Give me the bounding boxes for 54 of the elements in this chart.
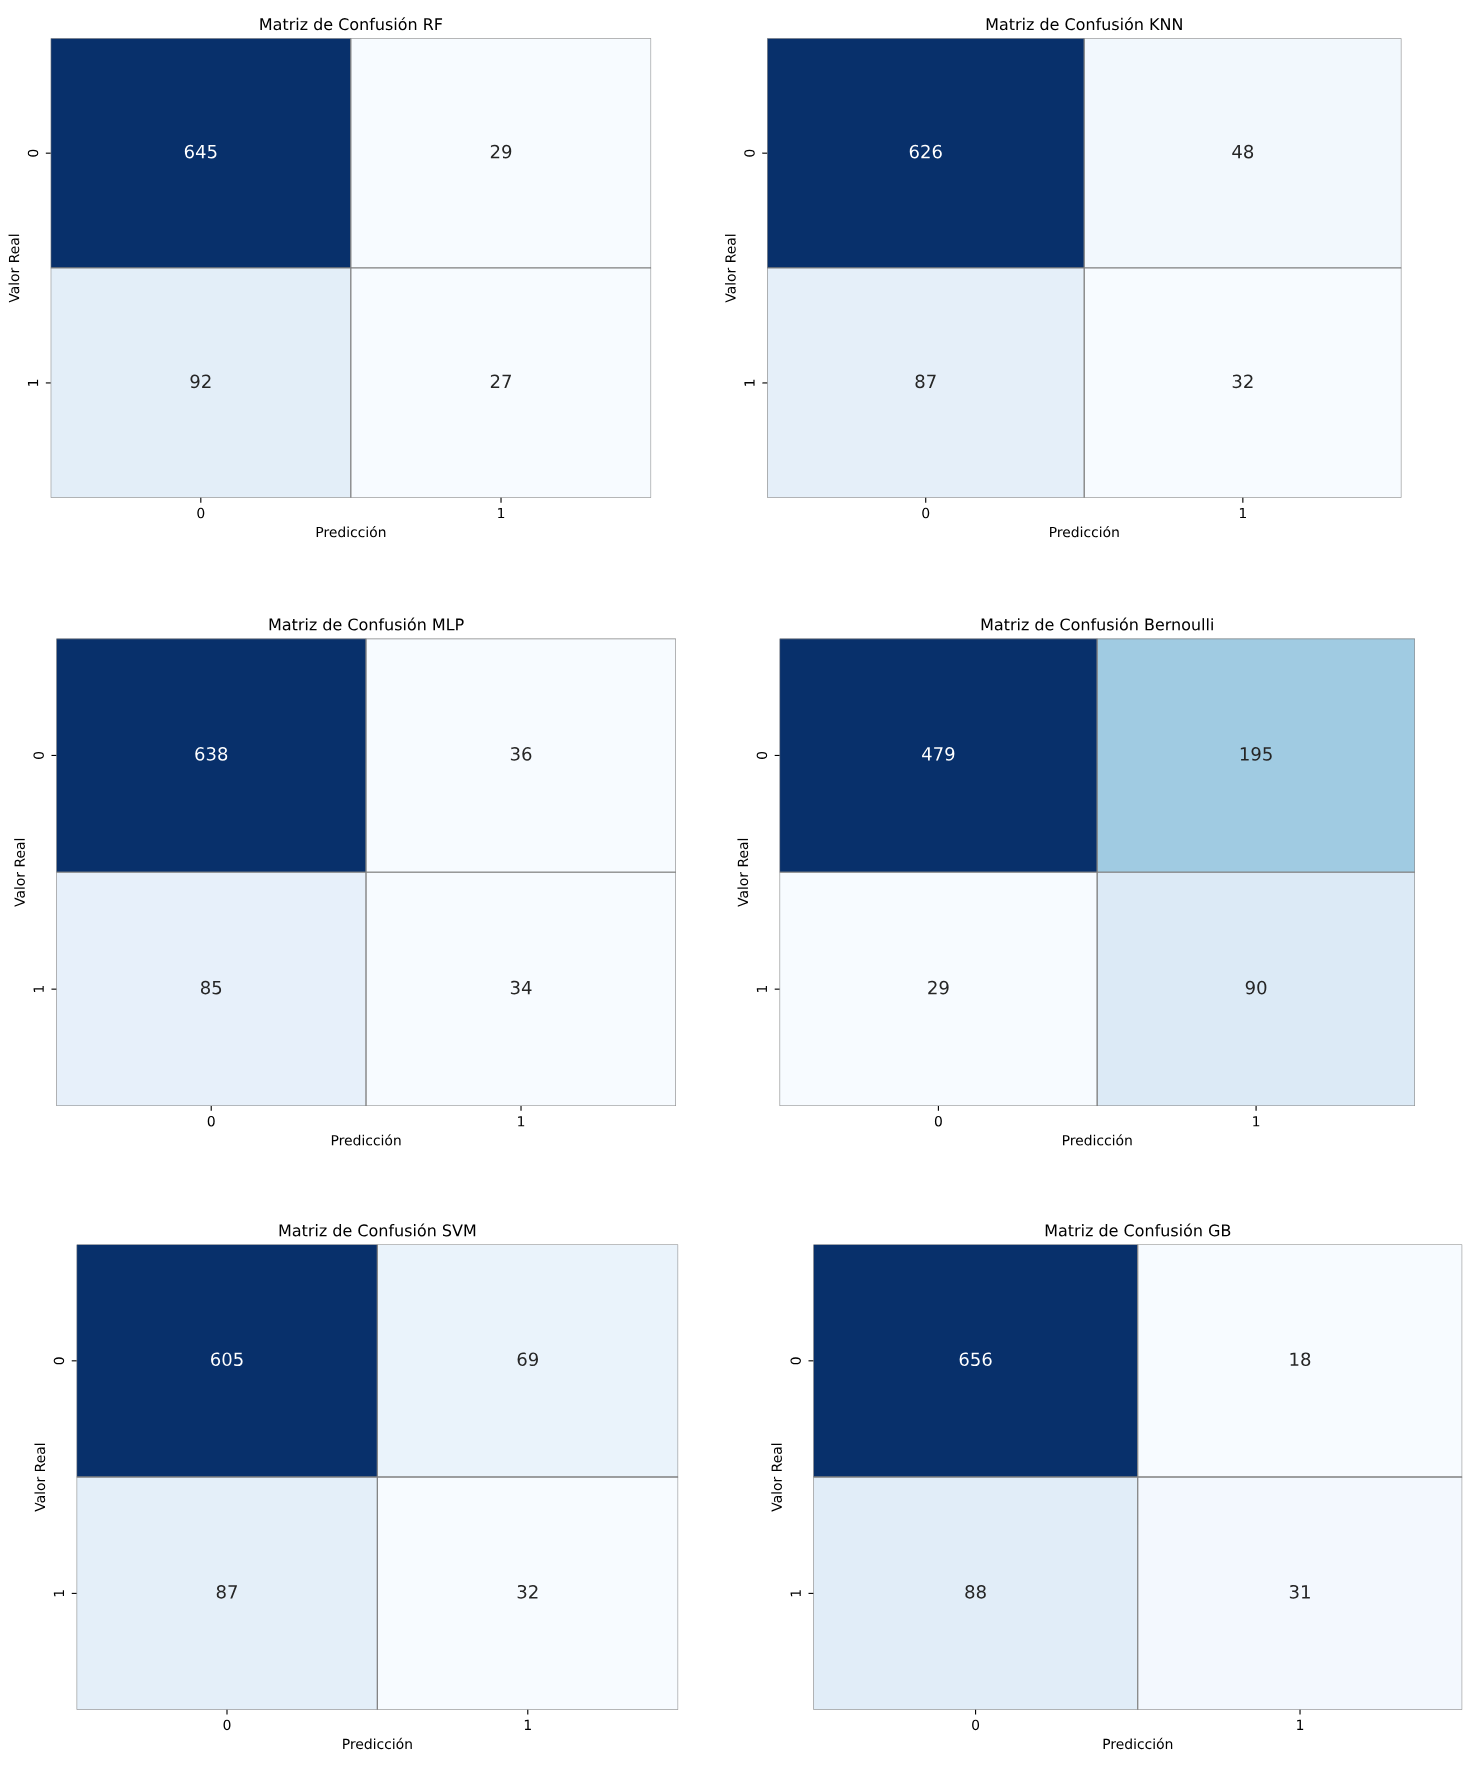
chart-title: Matriz de Confusión KNN — [986, 17, 1182, 31]
x-tick-label: 0 — [197, 507, 205, 519]
x-axis-title: Predicción — [331, 1134, 401, 1146]
data-label: 195 — [1240, 747, 1272, 761]
x-tick-label: 1 — [518, 1116, 525, 1127]
data-label: 479 — [922, 747, 955, 761]
data-label: 87 — [216, 1584, 237, 1599]
y-axis-title: Valor Real — [34, 1443, 46, 1512]
chart-title: Matriz de Confusión MLP — [269, 617, 464, 631]
y-axis-title: Valor Real — [8, 234, 20, 303]
x-tick-label: 0 — [934, 1115, 942, 1127]
data-label: 31 — [1289, 1584, 1310, 1599]
chart-title: Matriz de Confusión Bernoulli — [981, 617, 1213, 631]
data-label: 69 — [517, 1352, 538, 1367]
data-label: 32 — [1232, 374, 1253, 389]
data-label: 638 — [195, 747, 228, 761]
x-tick-label: 1 — [1297, 1719, 1304, 1730]
x-axis-title: Predicción — [1103, 1737, 1173, 1750]
y-axis-title: Valor Real — [771, 1443, 782, 1512]
x-tick-label: 1 — [1253, 1116, 1260, 1127]
data-label: 645 — [184, 144, 217, 159]
data-label: 92 — [190, 374, 211, 389]
x-axis-title: Predicción — [1050, 525, 1119, 538]
data-label: 605 — [211, 1352, 243, 1367]
data-label: 87 — [915, 374, 936, 389]
chart-title: Matriz de Confusión GB — [1045, 1223, 1231, 1237]
x-tick-label: 1 — [524, 1719, 531, 1730]
x-axis-title: Predicción — [316, 525, 386, 538]
y-axis-title: Valor Real — [725, 234, 736, 303]
data-label: 32 — [517, 1584, 538, 1599]
x-axis-title: Predicción — [343, 1737, 412, 1750]
data-label: 656 — [959, 1352, 992, 1367]
data-label: 626 — [909, 144, 942, 159]
x-tick-label: 0 — [972, 1719, 980, 1731]
data-label: 27 — [490, 374, 511, 388]
x-tick-label: 1 — [1239, 507, 1246, 519]
chart-title: Matriz de Confusión SVM — [279, 1223, 476, 1237]
x-tick-label: 0 — [223, 1719, 231, 1731]
y-axis-title: Valor Real — [737, 838, 749, 907]
chart-title: Matriz de Confusión RF — [260, 17, 443, 31]
x-tick-label: 0 — [922, 507, 930, 519]
data-label: 36 — [510, 747, 532, 761]
data-label: 85 — [200, 980, 222, 995]
data-label: 88 — [965, 1584, 986, 1599]
data-label: 29 — [490, 144, 512, 159]
x-tick-label: 1 — [498, 507, 505, 519]
x-tick-label: 0 — [207, 1115, 215, 1127]
data-label: 29 — [928, 980, 949, 995]
data-label: 18 — [1290, 1352, 1311, 1367]
data-label: 48 — [1232, 144, 1254, 159]
y-axis-title: Valor Real — [14, 838, 25, 907]
x-axis-title: Predicción — [1063, 1134, 1132, 1146]
data-label: 34 — [510, 980, 532, 995]
data-label: 90 — [1245, 980, 1267, 995]
